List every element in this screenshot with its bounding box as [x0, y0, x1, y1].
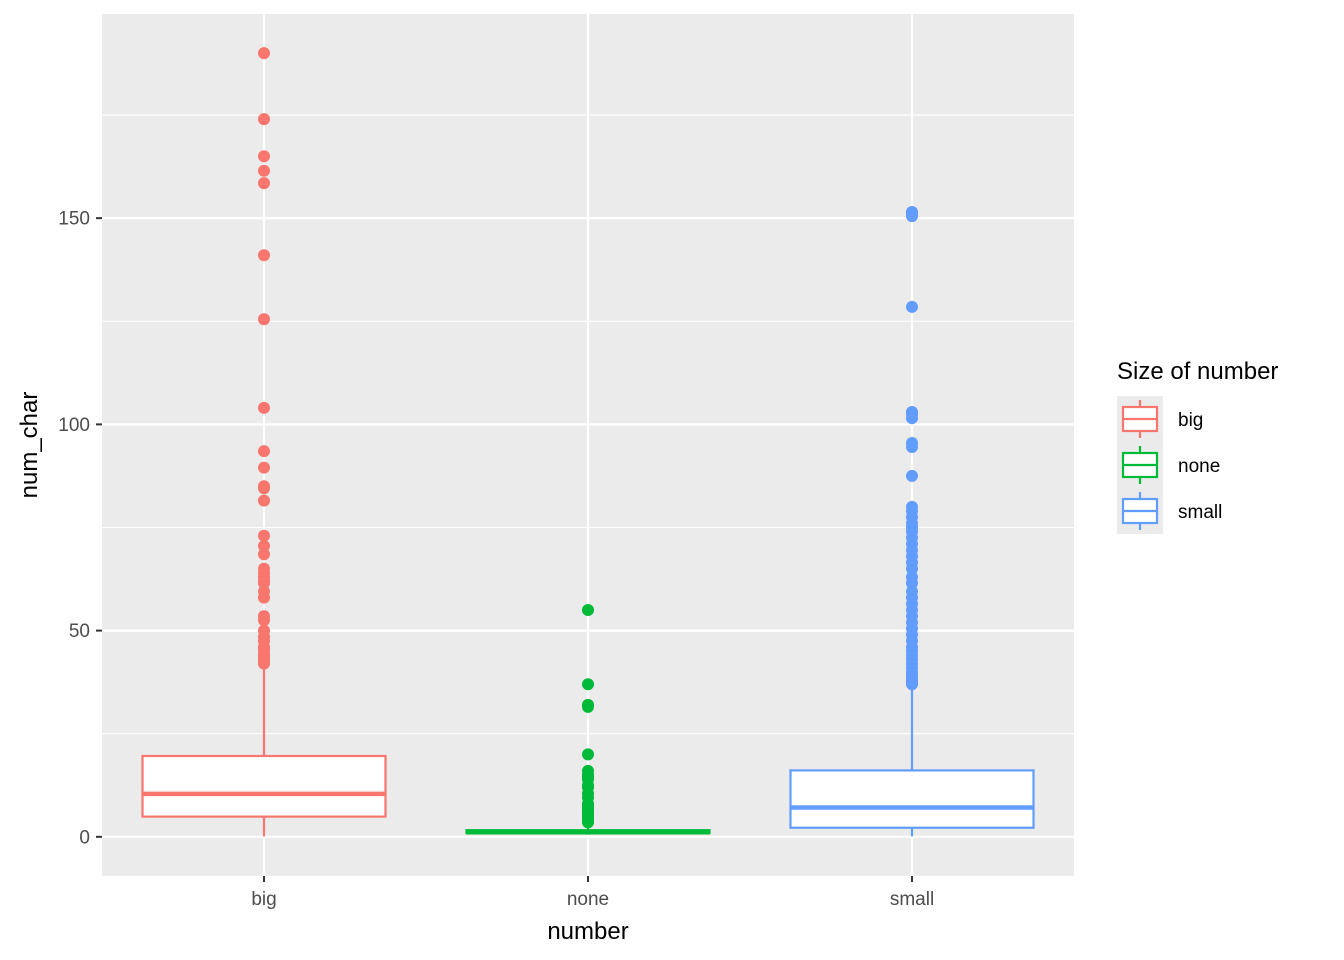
outlier-point [258, 249, 270, 262]
box-small [789, 205, 1035, 837]
outlier-point [258, 401, 270, 414]
outlier-point [906, 678, 918, 691]
axes: 0 50 100 150 big none small [58, 209, 934, 910]
outlier-point [906, 441, 918, 454]
outlier-point [258, 657, 270, 670]
outlier-point [258, 591, 270, 604]
outlier-point [258, 164, 270, 177]
y-tick-label: 150 [58, 209, 90, 230]
outlier-point [582, 603, 594, 616]
y-tick-label: 50 [69, 621, 90, 642]
x-tick-label: small [890, 889, 934, 910]
outlier-point [582, 748, 594, 761]
legend-label: big [1178, 410, 1203, 431]
outlier-point [582, 816, 594, 829]
outlier-point [582, 700, 594, 713]
outlier-point [258, 540, 270, 553]
outlier-point [258, 494, 270, 507]
outlier-point [258, 150, 270, 163]
outlier-point [258, 461, 270, 474]
legend-item-small: small [1117, 488, 1222, 534]
box-iqr [789, 769, 1035, 829]
outlier-point [258, 614, 270, 627]
legend-item-none: none [1117, 442, 1220, 488]
legend-item-big: big [1117, 396, 1203, 442]
outlier-point [582, 678, 594, 691]
data-layer [141, 47, 1035, 837]
y-axis-title: num_char [16, 392, 43, 499]
outlier-point [906, 300, 918, 313]
y-tick-label: 0 [79, 827, 90, 848]
outlier-point [258, 548, 270, 561]
outlier-point [258, 482, 270, 495]
x-axis-title: number [547, 918, 628, 945]
legend-label: small [1178, 502, 1222, 523]
box-none [465, 603, 711, 835]
outlier-point [258, 113, 270, 126]
x-tick-label: big [251, 889, 276, 910]
legend: Size of number big none small [1117, 358, 1278, 534]
outlier-point [906, 577, 918, 590]
outlier-point [258, 47, 270, 60]
y-tick-label: 100 [58, 415, 90, 436]
x-tick-label: none [567, 889, 609, 910]
box-big [141, 47, 387, 837]
outlier-point [906, 469, 918, 482]
outlier-point [906, 562, 918, 575]
outlier-point [258, 577, 270, 590]
outlier-point [258, 445, 270, 458]
outlier-point [258, 529, 270, 542]
legend-label: none [1178, 456, 1220, 477]
box-iqr [141, 754, 387, 818]
outlier-point [258, 177, 270, 190]
outlier-point [906, 412, 918, 425]
outlier-point [258, 313, 270, 326]
outlier-point [906, 210, 918, 223]
legend-title: Size of number [1117, 358, 1278, 385]
